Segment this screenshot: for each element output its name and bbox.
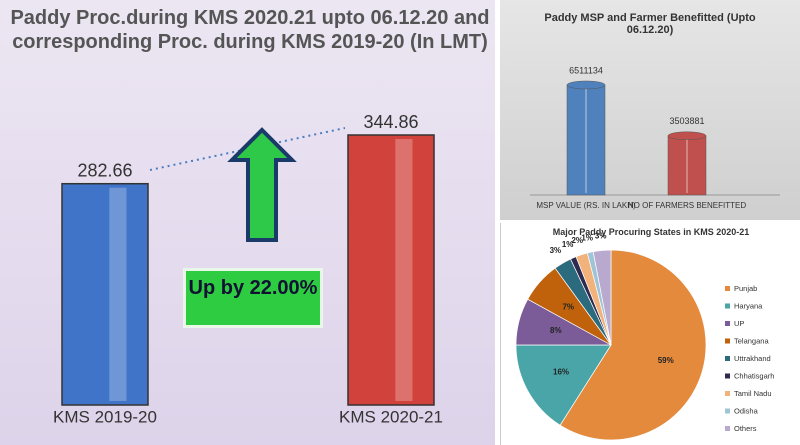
value-label: 3%	[550, 246, 562, 255]
legend-swatch	[725, 321, 730, 326]
chart-title: Major Paddy Procuring States in KMS 2020…	[552, 227, 750, 237]
category-label: NO OF FARMERS BENEFITTED	[628, 201, 746, 210]
value-label: 1%	[581, 233, 593, 242]
value-label: 8%	[550, 326, 562, 335]
chart: 6511134 MSP VALUE (RS. IN LAKH) 3503881 NO …	[530, 65, 780, 210]
legend-label: Others	[734, 424, 757, 433]
legend-label: Chhatisgarh	[734, 371, 774, 380]
legend-swatch	[725, 303, 730, 309]
bar	[347, 134, 435, 406]
legend-label: Odisha	[734, 406, 759, 415]
chart: 282.66 KMS 2019-20 344.86 KMS 2020-21	[53, 112, 443, 427]
legend-swatch	[725, 391, 730, 396]
value-label: 59%	[658, 356, 674, 365]
legend-label: Telangana	[734, 336, 769, 345]
value-label: 16%	[553, 368, 569, 377]
value-label: 2%	[571, 236, 583, 245]
chart-title: Paddy Proc.during KMS 2020.21 upto 06.12…	[10, 7, 490, 53]
annotation: Up by 22.00%	[183, 268, 323, 328]
value-label: 3503881	[669, 116, 704, 126]
legend-label: Haryana	[734, 301, 763, 310]
pie-slice	[515, 344, 612, 426]
legend-swatch	[725, 356, 730, 361]
bar-shine	[395, 139, 413, 401]
legend-swatch	[725, 373, 730, 379]
legend-label: Punjab	[734, 284, 757, 293]
value-label: 1%	[562, 240, 574, 249]
bar	[61, 182, 149, 406]
legend-swatch	[725, 426, 730, 431]
legend-label: Uttrakhand	[734, 354, 771, 363]
states-panel: 59% Punjab 16% Haryana 8% UP 7% Telangana 3% Uttr…	[500, 223, 800, 445]
value-label: 7%	[562, 302, 574, 311]
legend-label: UP	[734, 319, 744, 328]
category-label: KMS 2020-21	[339, 407, 443, 426]
value-label: 3%	[595, 231, 607, 240]
legend-swatch	[725, 408, 730, 414]
bar-cap	[566, 80, 606, 90]
procurement-panel: 282.66 KMS 2019-20 344.86 KMS 2020-21 Paddy…	[0, 0, 495, 445]
value-label: 282.66	[77, 160, 132, 180]
category-label: MSP VALUE (RS. IN LAKH)	[536, 201, 636, 210]
legend-swatch	[725, 286, 730, 291]
category-label: KMS 2019-20	[53, 407, 157, 426]
value-label: 344.86	[363, 112, 418, 132]
legend-label: Tamil Nadu	[734, 389, 772, 398]
pie-slice	[592, 249, 612, 346]
pie-slice	[559, 249, 707, 441]
chart-title: Paddy MSP and Farmer Benefitted (Upto 06…	[544, 12, 756, 36]
msp-panel: 6511134 MSP VALUE (RS. IN LAKH) 3503881 NO …	[500, 0, 800, 220]
bar-shine	[109, 187, 127, 401]
bar-cap	[667, 131, 707, 141]
up-arrow	[227, 127, 297, 242]
chart: 59% Punjab 16% Haryana 8% UP 7% Telangana 3% Uttr…	[515, 231, 774, 441]
value-label: 6511134	[569, 65, 603, 75]
legend-swatch	[725, 338, 730, 344]
